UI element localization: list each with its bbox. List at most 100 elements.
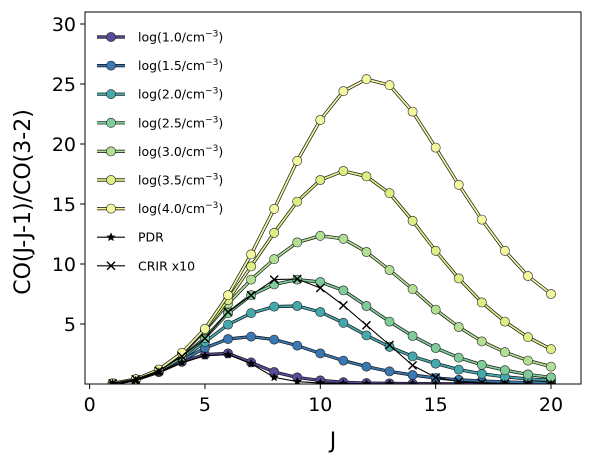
data-point xyxy=(246,274,257,285)
data-point xyxy=(223,349,233,359)
data-point xyxy=(338,300,348,310)
legend-label: log(1.0/cm−3) xyxy=(138,30,223,45)
data-point xyxy=(384,80,395,91)
data-point xyxy=(315,307,326,317)
data-point xyxy=(523,369,533,380)
legend-label: log(3.5/cm−3) xyxy=(138,173,223,188)
legend-marker xyxy=(106,89,116,100)
data-point xyxy=(246,308,257,319)
data-point xyxy=(384,265,395,275)
data-point xyxy=(315,378,325,384)
legend-label: PDR xyxy=(138,230,164,245)
data-point xyxy=(546,289,556,299)
data-point xyxy=(292,340,303,351)
data-point xyxy=(523,355,533,366)
legend-marker xyxy=(106,232,116,242)
legend-label-close: ) xyxy=(218,144,223,159)
data-point xyxy=(408,379,418,384)
data-point xyxy=(361,330,372,341)
data-point xyxy=(546,361,556,372)
legend-marker xyxy=(106,32,116,42)
data-point xyxy=(361,361,372,372)
legend-marker xyxy=(106,60,116,71)
data-point xyxy=(499,245,510,256)
data-point xyxy=(269,334,280,345)
series-line xyxy=(112,78,552,384)
data-point xyxy=(476,368,487,379)
legend-label: CRIR x10 xyxy=(138,258,195,273)
data-point xyxy=(546,344,556,355)
legend-label-superscript: −3 xyxy=(205,173,218,183)
data-point xyxy=(408,360,418,370)
data-point xyxy=(292,196,303,207)
legend-item: log(3.5/cm−3) xyxy=(97,173,223,188)
legend-item: log(1.5/cm−3) xyxy=(97,58,223,73)
data-point xyxy=(315,115,326,125)
plot-area xyxy=(84,11,582,385)
data-point xyxy=(269,372,279,382)
data-point xyxy=(269,254,280,265)
data-point xyxy=(315,277,326,287)
data-point xyxy=(246,358,256,368)
series-layer xyxy=(107,74,556,384)
legend-marker xyxy=(106,175,116,185)
data-point xyxy=(269,301,280,312)
data-point xyxy=(407,106,418,117)
data-point xyxy=(292,155,303,166)
y-axis-title: CO(J-J-1)/CO(3-2) xyxy=(11,109,36,295)
data-point xyxy=(476,297,487,308)
data-point xyxy=(177,357,187,367)
data-point xyxy=(200,351,210,360)
legend-label-superscript: −3 xyxy=(205,115,218,125)
data-point xyxy=(338,285,349,296)
data-point xyxy=(315,175,326,185)
data-point xyxy=(338,378,348,384)
legend-marker xyxy=(106,261,116,271)
data-point xyxy=(453,322,464,332)
legend-marker xyxy=(106,203,116,214)
legend-item: log(4.0/cm−3) xyxy=(97,201,223,216)
data-point xyxy=(523,271,533,281)
data-point xyxy=(407,351,418,362)
legend-item: log(1.0/cm−3) xyxy=(97,30,223,45)
legend-label: log(2.5/cm−3) xyxy=(138,115,223,130)
data-point xyxy=(269,203,280,214)
data-point xyxy=(131,374,141,384)
data-point xyxy=(338,233,349,244)
data-point xyxy=(407,331,418,341)
data-point xyxy=(430,304,441,315)
data-point xyxy=(200,333,210,343)
legend-label-close: ) xyxy=(218,201,223,216)
data-point xyxy=(292,237,303,248)
data-point xyxy=(269,227,280,238)
y-tick-label: 30 xyxy=(52,14,76,36)
y-tick-label: 15 xyxy=(52,194,76,216)
legend-label-close: ) xyxy=(218,173,223,188)
y-tick-label: 5 xyxy=(64,314,76,336)
data-point xyxy=(499,365,510,376)
data-point xyxy=(292,376,302,384)
series-5 xyxy=(107,166,556,384)
data-point xyxy=(223,307,233,317)
data-point xyxy=(361,171,372,182)
data-point xyxy=(384,188,395,199)
x-tick-label: 10 xyxy=(308,394,332,416)
legend-item: log(3.0/cm−3) xyxy=(97,144,223,159)
y-tick-label: 20 xyxy=(52,134,76,156)
legend-label-superscript: −3 xyxy=(205,201,218,211)
data-point xyxy=(154,366,164,376)
data-point xyxy=(338,355,349,366)
legend-label: log(4.0/cm−3) xyxy=(138,201,223,216)
legend-label-close: ) xyxy=(218,115,223,130)
data-point xyxy=(453,352,464,363)
data-point xyxy=(223,334,233,344)
data-point xyxy=(546,379,556,384)
data-point xyxy=(499,347,510,358)
x-tick-label: 5 xyxy=(199,394,211,416)
data-point xyxy=(499,316,510,327)
series-3 xyxy=(107,274,556,384)
data-point xyxy=(384,366,395,377)
legend-item: CRIR x10 xyxy=(97,258,195,273)
legend-label-superscript: −3 xyxy=(205,30,218,40)
x-tick-label: 20 xyxy=(539,394,563,416)
